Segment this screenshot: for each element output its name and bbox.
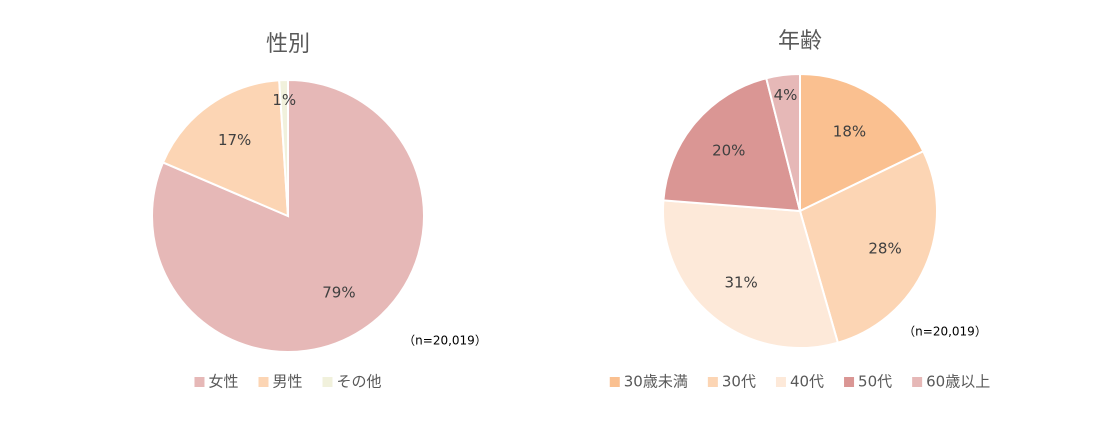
legend-marker xyxy=(775,377,786,387)
legend-marker xyxy=(707,377,718,387)
legend-marker xyxy=(258,377,269,387)
legend-marker xyxy=(844,377,855,387)
legend-label: 40代 xyxy=(790,373,824,391)
pie-slice xyxy=(662,199,840,349)
chart-title: 年齢 xyxy=(778,29,822,54)
pie-slice xyxy=(798,149,938,344)
data-label: 17% xyxy=(218,131,251,149)
legend-label: その他 xyxy=(337,373,382,391)
pie-slice xyxy=(161,79,290,218)
legend-marker xyxy=(609,377,620,387)
data-label: 28% xyxy=(868,239,901,257)
legend-label: 60歳以上 xyxy=(926,373,990,391)
legend-label: 30歳未満 xyxy=(624,373,688,391)
data-label: 18% xyxy=(833,123,866,141)
data-label: 20% xyxy=(712,141,745,159)
legend-label: 30代 xyxy=(722,373,756,391)
legend-marker xyxy=(322,377,333,387)
pie-slice xyxy=(799,72,925,213)
annotation: （n=20,019） xyxy=(903,325,987,339)
legend-label: 女性 xyxy=(208,373,238,391)
chart-title: 性別 xyxy=(266,32,310,57)
legend-label: 男性 xyxy=(272,373,302,391)
data-label: 79% xyxy=(322,284,355,302)
annotation: （n=20,019） xyxy=(403,334,487,348)
data-label: 1% xyxy=(272,91,296,109)
data-label: 31% xyxy=(724,274,757,292)
data-label: 4% xyxy=(774,86,798,104)
pie-slice xyxy=(765,72,801,212)
pie-slice xyxy=(278,78,289,217)
legend-marker xyxy=(912,377,923,387)
legend-label: 50代 xyxy=(858,373,892,391)
legend-marker xyxy=(194,377,205,387)
pie-slice xyxy=(662,77,802,213)
